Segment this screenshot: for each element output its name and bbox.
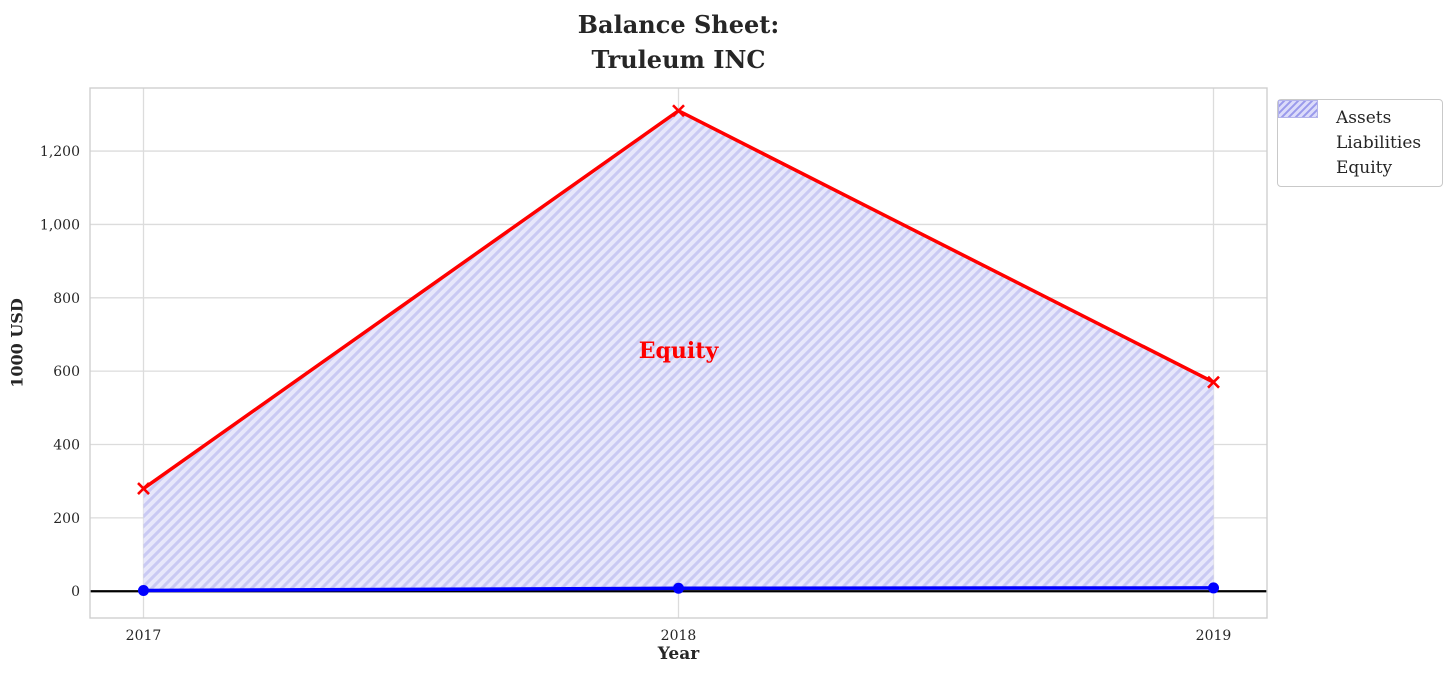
liabilities-x-marker [137, 482, 150, 495]
assets-circle-marker [138, 584, 149, 596]
y-tick-label: 1,000 [40, 217, 80, 233]
assets-circle-marker [673, 582, 684, 594]
liabilities-x-marker [1207, 375, 1220, 389]
x-axis-label: Year [657, 644, 700, 664]
chart-title: Balance Sheet: Truleum INC [90, 7, 1267, 77]
y-axis-label: 1000 USD [7, 298, 27, 388]
equity-area [143, 110, 1214, 591]
equity-annotation: Equity [638, 337, 719, 364]
chart-title-line1: Balance Sheet: [577, 10, 780, 39]
legend-label-liabilities: Liabilities [1336, 133, 1422, 153]
plot-border [89, 87, 1268, 619]
liabilities-x-marker [672, 104, 685, 118]
liabilities-line-marker-icon [1280, 103, 1327, 152]
y-tick-label: 0 [71, 584, 80, 600]
legend-label-equity: Equity [1336, 157, 1393, 178]
y-tick-label: 800 [53, 291, 80, 307]
y-tick-label: 1,200 [40, 144, 80, 160]
legend-label-assets: Assets [1336, 108, 1392, 129]
assets-circle-marker [1208, 582, 1219, 594]
y-tick-label: 200 [53, 511, 80, 527]
y-tick-label: 400 [53, 438, 80, 454]
chart-title-line2: Truleum INC [591, 45, 766, 74]
legend-item-equity: Equity [1278, 100, 1433, 180]
x-tick-label: 2017 [126, 628, 162, 644]
legend: Assets Liabilities Equity [1277, 99, 1443, 187]
x-tick-label: 2018 [661, 628, 697, 644]
legend-item-liabilities: Liabilities [1280, 103, 1433, 156]
y-tick-label: 600 [53, 364, 80, 380]
x-tick-label: 2019 [1196, 628, 1232, 644]
equity-hatch-patch-icon [1278, 100, 1327, 177]
